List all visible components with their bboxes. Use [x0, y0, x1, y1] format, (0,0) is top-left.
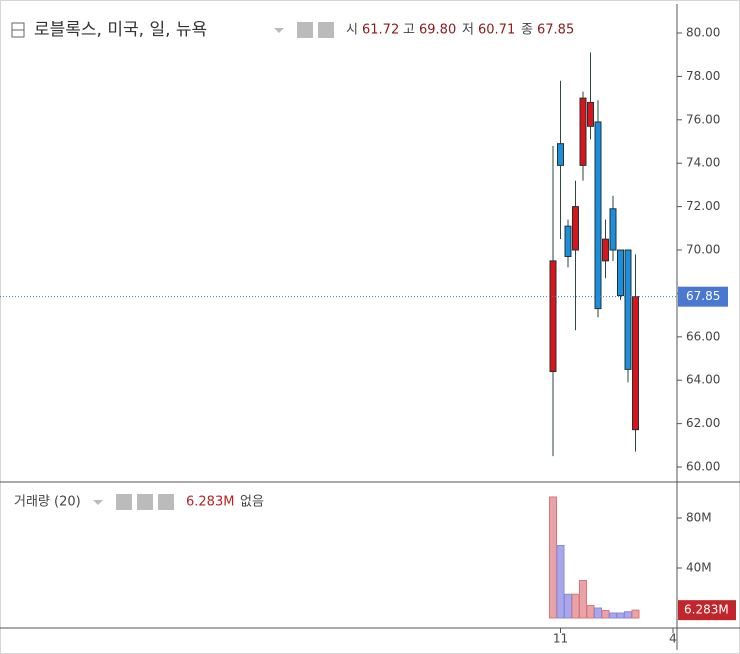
candle-body [594, 121, 602, 310]
candle-body [564, 225, 572, 258]
candle-body [632, 296, 639, 431]
volume-title: 거래량 (20) [14, 495, 81, 510]
eye-icon[interactable] [297, 22, 313, 38]
volume-bar [624, 611, 632, 619]
x-tick-label: 4 [669, 632, 677, 646]
y-tick-label: 66.00 [686, 329, 720, 343]
candle-body [617, 249, 624, 297]
settings-icon[interactable] [318, 22, 334, 38]
volume-bar [571, 593, 580, 619]
volume-bar [579, 580, 587, 619]
volume-bar [616, 612, 625, 619]
candle-body [587, 101, 594, 127]
dropdown-icon[interactable] [274, 28, 284, 33]
ohlc-label: 저 [462, 23, 474, 38]
y-tick-label: 78.00 [686, 69, 720, 83]
candle-body [609, 208, 617, 251]
ohlc-value: 60.71 [478, 23, 515, 38]
ohlc-value: 67.85 [537, 23, 574, 38]
last-price-box [678, 286, 728, 307]
volume-bar [549, 496, 557, 619]
y-tick-label: 62.00 [686, 416, 720, 430]
dropdown-icon[interactable] [93, 500, 103, 505]
volume-bar [601, 610, 610, 619]
volume-value: 6.283M [186, 495, 234, 510]
ohlc-label: 종 [521, 23, 533, 38]
candle-body [579, 97, 587, 166]
ohlc-value: 69.80 [419, 23, 456, 38]
chart-title: 로블록스, 미국, 일, 뉴욕 [34, 20, 207, 40]
last-value-box [678, 600, 736, 621]
y-tick-label: 76.00 [686, 112, 720, 126]
ohlc-label: 시 [346, 23, 358, 38]
settings-icon[interactable] [137, 494, 153, 510]
y-tick-label: 74.00 [686, 156, 720, 170]
y-tick-label: 72.00 [686, 199, 720, 213]
last-price-label: 67.85 [686, 289, 720, 303]
candle-body [602, 238, 609, 262]
x-tick-label: 11 [553, 632, 568, 646]
close-icon[interactable] [158, 494, 174, 510]
volume-bar [556, 545, 565, 619]
candle-body [549, 260, 557, 373]
y-tick-label: 70.00 [686, 243, 720, 257]
volume-bar [609, 612, 617, 619]
y-tick-label: 40M [686, 561, 712, 575]
candle-body [572, 206, 579, 251]
y-tick-label: 80.00 [686, 25, 720, 39]
candle-body [557, 143, 564, 166]
y-tick-label: 80M [686, 511, 712, 525]
candle-body [624, 249, 632, 370]
volume-status: 없음 [240, 495, 264, 510]
y-tick-label: 60.00 [686, 460, 720, 474]
ohlc-value: 61.72 [362, 23, 399, 38]
volume-bar [586, 605, 595, 619]
volume-bar [564, 593, 572, 619]
y-tick-label: 64.00 [686, 373, 720, 387]
volume-bar [594, 607, 602, 619]
last-value-label: 6.283M [684, 603, 729, 617]
volume-bar [631, 609, 640, 619]
eye-icon[interactable] [116, 494, 132, 510]
ohlc-label: 고 [403, 23, 415, 38]
